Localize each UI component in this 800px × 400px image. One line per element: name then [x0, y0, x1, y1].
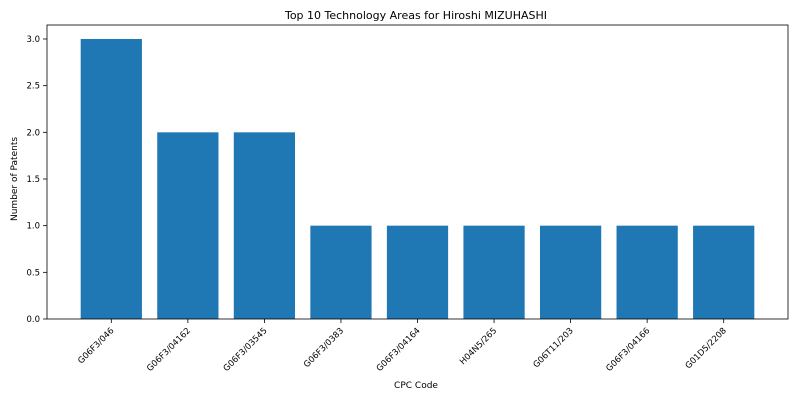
y-axis-ticks: 0.0 0.5 1.0 1.5 2.0 2.5 3.0: [26, 35, 47, 325]
y-tick-label: 2.0: [26, 128, 40, 138]
bar-G06F3/0383: [310, 226, 371, 319]
x-tick-label: G06F3/04162: [145, 326, 193, 374]
y-tick-label: 0.0: [26, 315, 40, 325]
bars-group: [81, 39, 755, 319]
bar-G06F3/046: [81, 39, 142, 319]
x-axis-ticks: G06F3/046 G06F3/04162 G06F3/03545 G06F3/038…: [76, 319, 729, 374]
x-tick-label: G06T11/203: [532, 326, 576, 370]
y-tick-label: 0.5: [26, 268, 40, 278]
bar-G06T11/203: [540, 226, 601, 319]
bar-G06F3/04164: [387, 226, 448, 319]
y-axis-label: Number of Patents: [10, 137, 20, 221]
y-tick-label: 3.0: [26, 35, 40, 45]
x-tick-label: G06F3/04166: [604, 326, 652, 374]
x-tick-label: G06F3/0383: [302, 326, 346, 370]
x-tick-label: G06F3/03545: [222, 326, 270, 374]
y-tick-label: 1.0: [26, 222, 40, 232]
x-tick-label: G01D5/2208: [684, 326, 729, 371]
chart-title: Top 10 Technology Areas for Hiroshi MIZU…: [284, 9, 547, 22]
x-tick-label: H04N5/265: [458, 326, 499, 367]
x-tick-label: G06F3/046: [76, 326, 116, 366]
bar-G06F3/04162: [157, 132, 218, 319]
bar-G06F3/04166: [617, 226, 678, 319]
bar-G06F3/03545: [234, 132, 295, 319]
x-axis-label: CPC Code: [394, 381, 438, 391]
bar-G01D5/2208: [693, 226, 754, 319]
bar-H04N5/265: [463, 226, 524, 319]
x-tick-label: G06F3/04164: [375, 326, 423, 374]
y-tick-label: 1.5: [26, 175, 40, 185]
y-tick-label: 2.5: [26, 82, 40, 92]
